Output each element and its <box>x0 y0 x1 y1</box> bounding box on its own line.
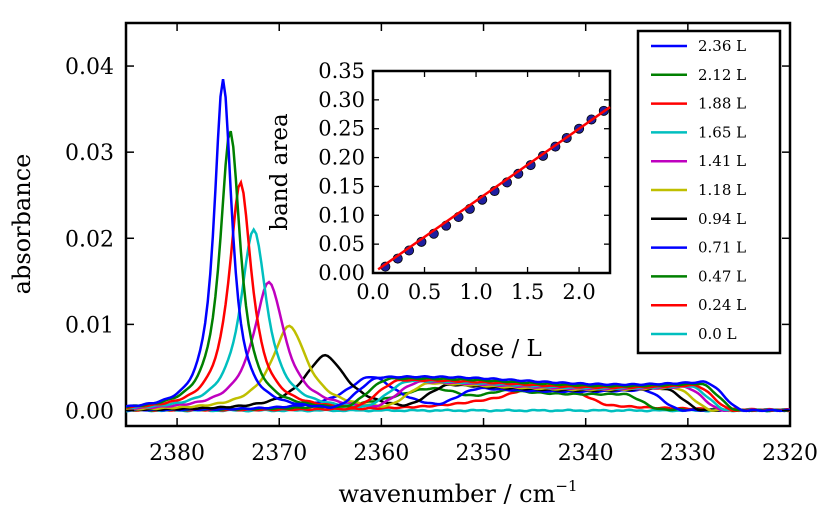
x-tick-label: 2350 <box>456 441 512 466</box>
inset-x-axis-label: dose / L <box>450 336 542 362</box>
x-tick-label: 2330 <box>660 441 716 466</box>
legend-label: 1.18 L <box>698 181 746 199</box>
x-tick-label: 2370 <box>251 441 307 466</box>
inset-y-tick-label: 0.00 <box>318 261 365 285</box>
inset-plot-frame <box>371 69 612 275</box>
legend-items: 2.36 L 2.12 L 1.88 L 1.65 L 1.41 L 1.18 L 0.94… <box>651 37 746 343</box>
x-axis-label-text: wavenumber / cm <box>339 480 556 508</box>
inset-plot: 0.0 0.5 1.0 1.5 2.0 0.00 0.05 0.10 0.15 0.20 0.25 0… <box>267 59 612 362</box>
inset-x-tick-label: 1.5 <box>511 280 544 304</box>
inset-x-tick-label: 2.0 <box>562 280 595 304</box>
legend-label: 2.36 L <box>698 37 746 55</box>
main-series-lines <box>126 79 790 413</box>
y-tick-label: 0.01 <box>65 313 114 338</box>
legend-label: 1.65 L <box>698 123 746 141</box>
inset-fit-line <box>377 106 611 271</box>
x-axis-label-exponent: −1 <box>555 477 577 495</box>
legend-label: 0.24 L <box>698 296 746 314</box>
inset-x-tick-label: 0.0 <box>356 280 389 304</box>
x-axis-label: wavenumber / cm−1 <box>339 477 578 508</box>
y-tick-label: 0.02 <box>65 227 114 252</box>
series-line <box>126 353 790 413</box>
legend: 2.36 L 2.12 L 1.88 L 1.65 L 1.41 L 1.18 L 0.94… <box>636 29 782 355</box>
legend-box <box>636 29 782 355</box>
inset-axis-ticks: 0.0 0.5 1.0 1.5 2.0 0.00 0.05 0.10 0.15 0.20 0.25 0… <box>318 59 610 304</box>
y-tick-label: 0.04 <box>65 55 114 80</box>
y-axis-label: absorbance <box>8 154 36 295</box>
legend-label: 0.94 L <box>698 210 746 228</box>
legend-label: 0.47 L <box>698 267 746 285</box>
series-line <box>126 375 790 413</box>
legend-label: 2.12 L <box>698 66 746 84</box>
legend-label: 0.71 L <box>698 239 746 257</box>
x-tick-label: 2360 <box>353 441 409 466</box>
inset-x-tick-label: 0.5 <box>408 280 441 304</box>
inset-y-tick-label: 0.15 <box>318 174 365 198</box>
inset-y-tick-label: 0.30 <box>318 88 365 112</box>
inset-y-tick-label: 0.05 <box>318 232 365 256</box>
y-tick-label: 0.00 <box>65 400 114 425</box>
series-line <box>126 79 790 413</box>
series-line <box>126 130 790 413</box>
inset-y-tick-label: 0.35 <box>318 59 365 83</box>
inset-y-tick-label: 0.10 <box>318 203 365 227</box>
x-tick-label: 2320 <box>762 441 818 466</box>
legend-label: 1.88 L <box>698 95 746 113</box>
x-tick-label: 2340 <box>558 441 614 466</box>
inset-y-tick-label: 0.25 <box>318 117 365 141</box>
main-axis-ticks: 2380 2370 2360 2350 2340 2330 23200.000.010.02… <box>65 23 818 466</box>
inset-y-tick-label: 0.20 <box>318 146 365 170</box>
inset-x-tick-label: 1.0 <box>459 280 492 304</box>
x-tick-label: 2380 <box>149 441 205 466</box>
y-tick-label: 0.03 <box>65 141 114 166</box>
legend-label: 1.41 L <box>698 152 746 170</box>
legend-label: 0.0 L <box>698 325 737 343</box>
fit-line <box>377 106 611 271</box>
inset-y-axis-label: band area <box>267 113 293 231</box>
